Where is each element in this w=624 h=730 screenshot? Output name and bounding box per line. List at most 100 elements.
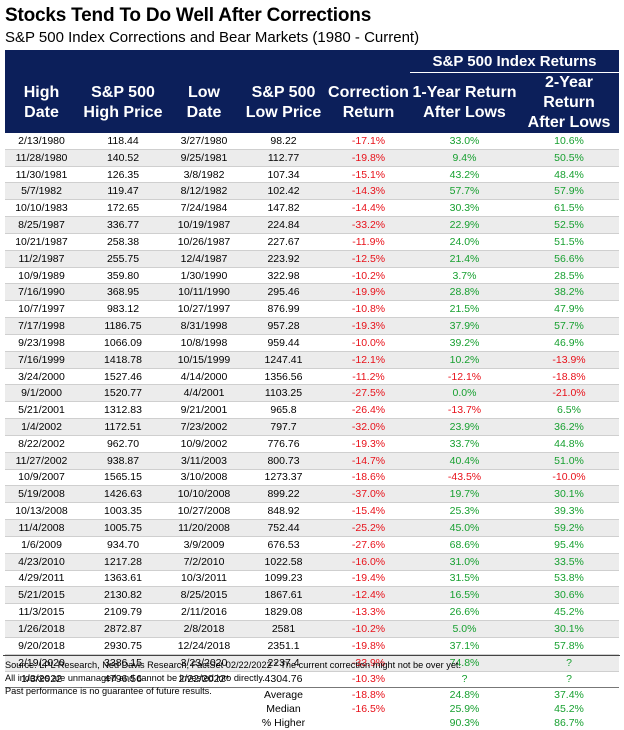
cell-low-price: 2351.1 <box>240 637 327 655</box>
summary-two-year: 45.2% <box>554 703 584 716</box>
cell-high-date: 9/23/1998 <box>5 334 78 352</box>
cell-low-price: 112.77 <box>240 149 327 167</box>
page-title: Stocks Tend To Do Well After Corrections <box>5 5 372 26</box>
cell-high-date: 7/16/1990 <box>5 283 78 302</box>
cell-two-year-return: 30.6% <box>519 586 620 605</box>
cell-two-year-return: 28.5% <box>519 267 620 285</box>
cell-high-price: 1363.61 <box>78 570 168 588</box>
summary-one-year: 24.8% <box>449 689 480 702</box>
cell-one-year-return: 3.7% <box>410 267 519 285</box>
corrections-table: S&P 500 Index Returns High Date S&P 500 Hi… <box>5 50 620 730</box>
cell-high-price: 140.52 <box>78 149 168 167</box>
table-row: 11/2/1987 255.75 12/4/1987 223.92 -12.5% 21.4… <box>5 250 620 268</box>
cell-one-year-return: -13.7% <box>410 401 519 420</box>
cell-high-date: 2/13/1980 <box>5 133 78 150</box>
cell-low-date: 7/2/2010 <box>168 553 240 571</box>
cell-high-price: 1172.51 <box>78 418 168 436</box>
cell-correction-return: -18.6% <box>327 469 410 487</box>
cell-two-year-return: 33.5% <box>519 553 620 571</box>
cell-high-date: 11/28/1980 <box>5 149 78 167</box>
cell-two-year-return: -10.0% <box>519 469 620 487</box>
cell-low-date: 10/9/2002 <box>168 435 240 453</box>
cell-high-price: 1527.46 <box>78 368 168 386</box>
cell-correction-return: -37.0% <box>327 485 410 504</box>
table-row: 5/19/2008 1426.63 10/10/2008 899.22 -37.0% 19… <box>5 485 620 504</box>
table-row: 11/4/2008 1005.75 11/20/2008 752.44 -25.2% 45… <box>5 519 620 537</box>
cell-low-price: 322.98 <box>240 267 327 285</box>
cell-high-price: 2930.75 <box>78 637 168 655</box>
summary-correction: -16.5% <box>351 703 386 716</box>
cell-low-date: 10/27/2008 <box>168 502 240 521</box>
cell-one-year-return: 31.5% <box>410 570 519 588</box>
cell-correction-return: -26.4% <box>327 401 410 420</box>
cell-low-date: 2/22/2022* <box>168 671 240 689</box>
cell-high-price: 1217.28 <box>78 553 168 571</box>
cell-low-price: 1247.41 <box>240 351 327 369</box>
cell-low-date: 10/8/1998 <box>168 334 240 352</box>
cell-one-year-return: 10.2% <box>410 351 519 369</box>
table-row: 7/17/1998 1186.75 8/31/1998 957.28 -19.3% 37.… <box>5 317 620 335</box>
cell-correction-return: -32.0% <box>327 418 410 436</box>
cell-correction-return: -19.3% <box>327 435 410 453</box>
table-row: 2/13/1980 118.44 3/27/1980 98.22 -17.1% 33.0%… <box>5 133 620 150</box>
table-row: 3/24/2000 1527.46 4/14/2000 1356.56 -11.2% -1… <box>5 368 620 386</box>
cell-correction-return: -27.6% <box>327 536 410 554</box>
cell-high-date: 1/3/2022 <box>5 671 78 689</box>
summary-one-year: 25.9% <box>449 703 480 716</box>
cell-correction-return: -10.2% <box>327 267 410 285</box>
table-body: 2/13/1980 118.44 3/27/1980 98.22 -17.1% 33.0%… <box>5 133 620 689</box>
cell-high-price: 336.77 <box>78 216 168 234</box>
cell-one-year-return: 0.0% <box>410 384 519 403</box>
cell-correction-return: -14.4% <box>327 199 410 218</box>
table-row: 10/10/1983 172.65 7/24/1984 147.82 -14.4% 30.… <box>5 199 620 218</box>
cell-correction-return: -25.2% <box>327 519 410 537</box>
cell-low-date: 10/26/1987 <box>168 233 240 251</box>
footnote-indexes: All indexes are unmanaged and cannot be … <box>5 673 265 683</box>
cell-high-price: 938.87 <box>78 452 168 470</box>
table-row: 1/26/2018 2872.87 2/8/2018 2581 -10.2% 5.0% 30… <box>5 620 620 638</box>
cell-high-price: 359.80 <box>78 267 168 285</box>
cell-two-year-return: 50.5% <box>519 149 620 167</box>
cell-low-date: 12/4/1987 <box>168 250 240 268</box>
cell-correction-return: -17.1% <box>327 133 410 150</box>
cell-two-year-return: 51.0% <box>519 452 620 470</box>
cell-high-price: 1003.35 <box>78 502 168 521</box>
cell-two-year-return: 51.5% <box>519 233 620 251</box>
cell-one-year-return: -43.5% <box>410 469 519 487</box>
cell-correction-return: -16.0% <box>327 553 410 571</box>
cell-low-price: 1103.25 <box>240 384 327 403</box>
col-one-year-return: 1-Year Return After Lows <box>410 72 519 133</box>
cell-low-date: 9/25/1981 <box>168 149 240 167</box>
cell-high-price: 2109.79 <box>78 603 168 622</box>
cell-low-date: 2/8/2018 <box>168 620 240 638</box>
cell-correction-return: -10.2% <box>327 620 410 638</box>
cell-one-year-return: 22.9% <box>410 216 519 234</box>
cell-correction-return: -14.3% <box>327 182 410 201</box>
cell-two-year-return: 57.7% <box>519 317 620 335</box>
cell-high-date: 10/10/1983 <box>5 199 78 218</box>
footnote-source: Source: LPL Research, Ned Davis Research… <box>5 660 462 670</box>
cell-two-year-return: 44.8% <box>519 435 620 453</box>
cell-one-year-return: 16.5% <box>410 586 519 605</box>
table-row: 8/25/1987 336.77 10/19/1987 224.84 -33.2% 22.… <box>5 216 620 234</box>
cell-low-price: 876.99 <box>240 300 327 319</box>
cell-two-year-return: 47.9% <box>519 300 620 319</box>
cell-one-year-return: 26.6% <box>410 603 519 622</box>
table-row: 4/29/2011 1363.61 10/3/2011 1099.23 -19.4% 31… <box>5 570 620 588</box>
table-row: 7/16/1990 368.95 10/11/1990 295.46 -19.9% 28.… <box>5 283 620 302</box>
cell-correction-return: -19.8% <box>327 637 410 655</box>
cell-low-date: 7/24/1984 <box>168 199 240 218</box>
cell-two-year-return: 6.5% <box>519 401 620 420</box>
cell-low-date: 1/30/1990 <box>168 267 240 285</box>
cell-high-price: 258.38 <box>78 233 168 251</box>
summary-two-year: 86.7% <box>554 717 584 730</box>
summary-correction <box>327 716 410 730</box>
cell-high-date: 4/23/2010 <box>5 553 78 571</box>
table-row: 1/3/2022 4796.56 2/22/2022* 4304.76 -10.3%?? <box>5 671 620 689</box>
cell-low-date: 8/25/2015 <box>168 586 240 605</box>
cell-one-year-return: 9.4% <box>410 149 519 167</box>
cell-low-price: 227.67 <box>240 233 327 251</box>
col-low-price: S&P 500 Low Price <box>240 72 327 133</box>
cell-low-price: 965.8 <box>240 401 327 420</box>
cell-correction-return: -19.9% <box>327 283 410 302</box>
